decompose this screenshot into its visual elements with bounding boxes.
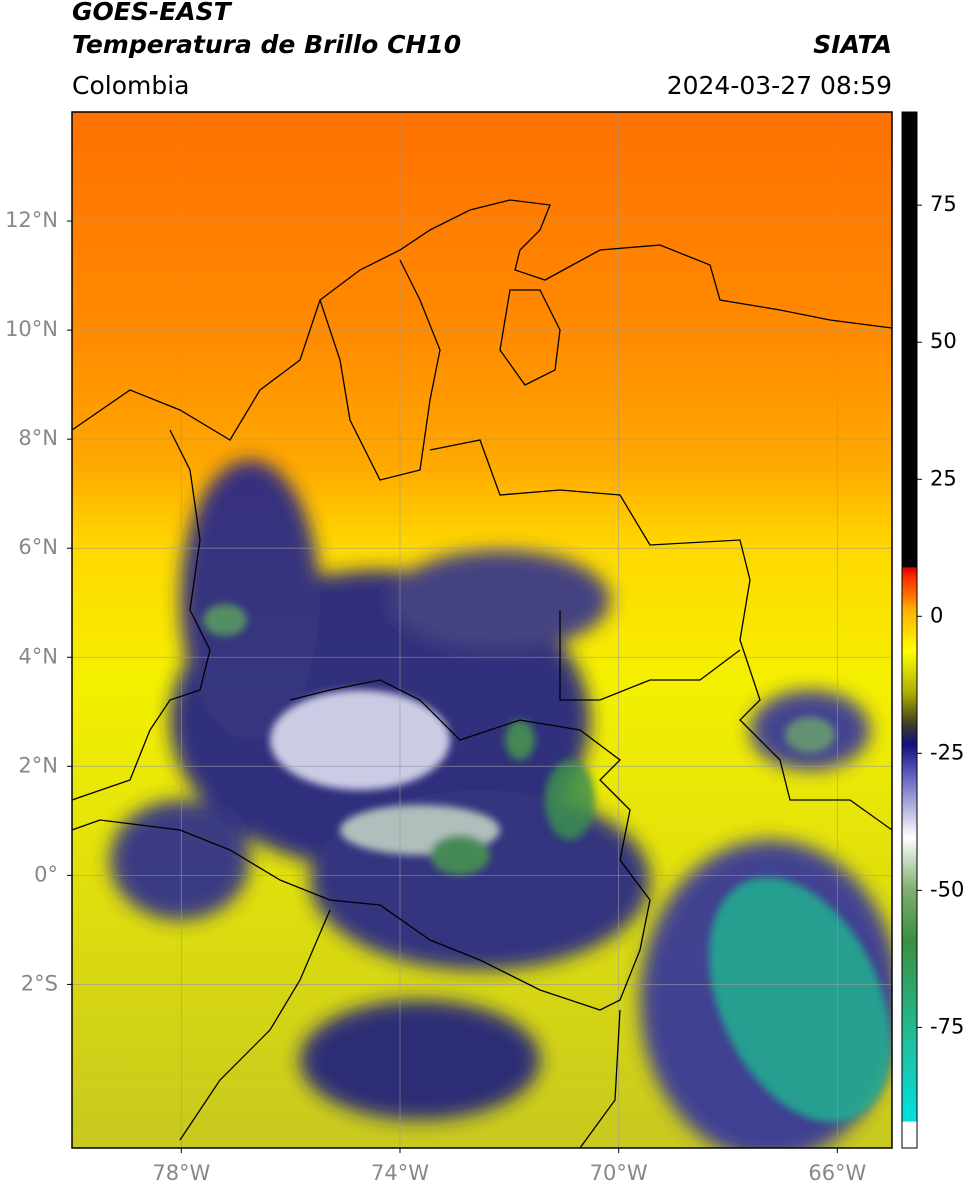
x-tick-label: 70°W <box>590 1161 648 1185</box>
x-tick-label: 74°W <box>371 1161 429 1185</box>
y-tick-label: 4°N <box>18 644 58 668</box>
colorbar <box>901 111 918 1149</box>
colorbar-tick-label: 75 <box>930 192 957 216</box>
y-tick-label: 10°N <box>5 317 58 341</box>
x-tick-label: 78°W <box>152 1161 210 1185</box>
datetime: 2024-03-27 08:59 <box>667 71 892 100</box>
colorbar-tick-label: -25 <box>930 740 964 764</box>
x-tick-label: 66°W <box>808 1161 866 1185</box>
y-tick-label: 0° <box>34 862 58 886</box>
colorbar-tick-label: -75 <box>930 1014 964 1038</box>
coastlines <box>72 199 892 1148</box>
y-tick-label: 12°N <box>5 208 58 232</box>
colorbar-tick-label: 25 <box>930 466 957 490</box>
subtitle: Temperatura de Brillo CH10 <box>72 30 461 59</box>
region: Colombia <box>72 71 189 100</box>
graticule <box>67 112 892 1153</box>
colorbar-ticks: 75 50 25 0 -25 -50 -75 <box>917 192 964 1038</box>
colorbar-tick-label: 50 <box>930 329 957 353</box>
map-frame <box>71 111 893 1149</box>
y-tick-label: 8°N <box>18 426 58 450</box>
colorbar-tick-label: -50 <box>930 877 964 901</box>
satellite-image <box>72 112 892 1148</box>
y-tick-label: 2°N <box>18 753 58 777</box>
y-tick-label: 6°N <box>18 535 58 559</box>
source: SIATA <box>813 30 892 59</box>
y-tick-label: 2°S <box>21 971 58 995</box>
title: GOES-EAST <box>72 0 233 26</box>
colorbar-tick-label: 0 <box>930 603 943 627</box>
